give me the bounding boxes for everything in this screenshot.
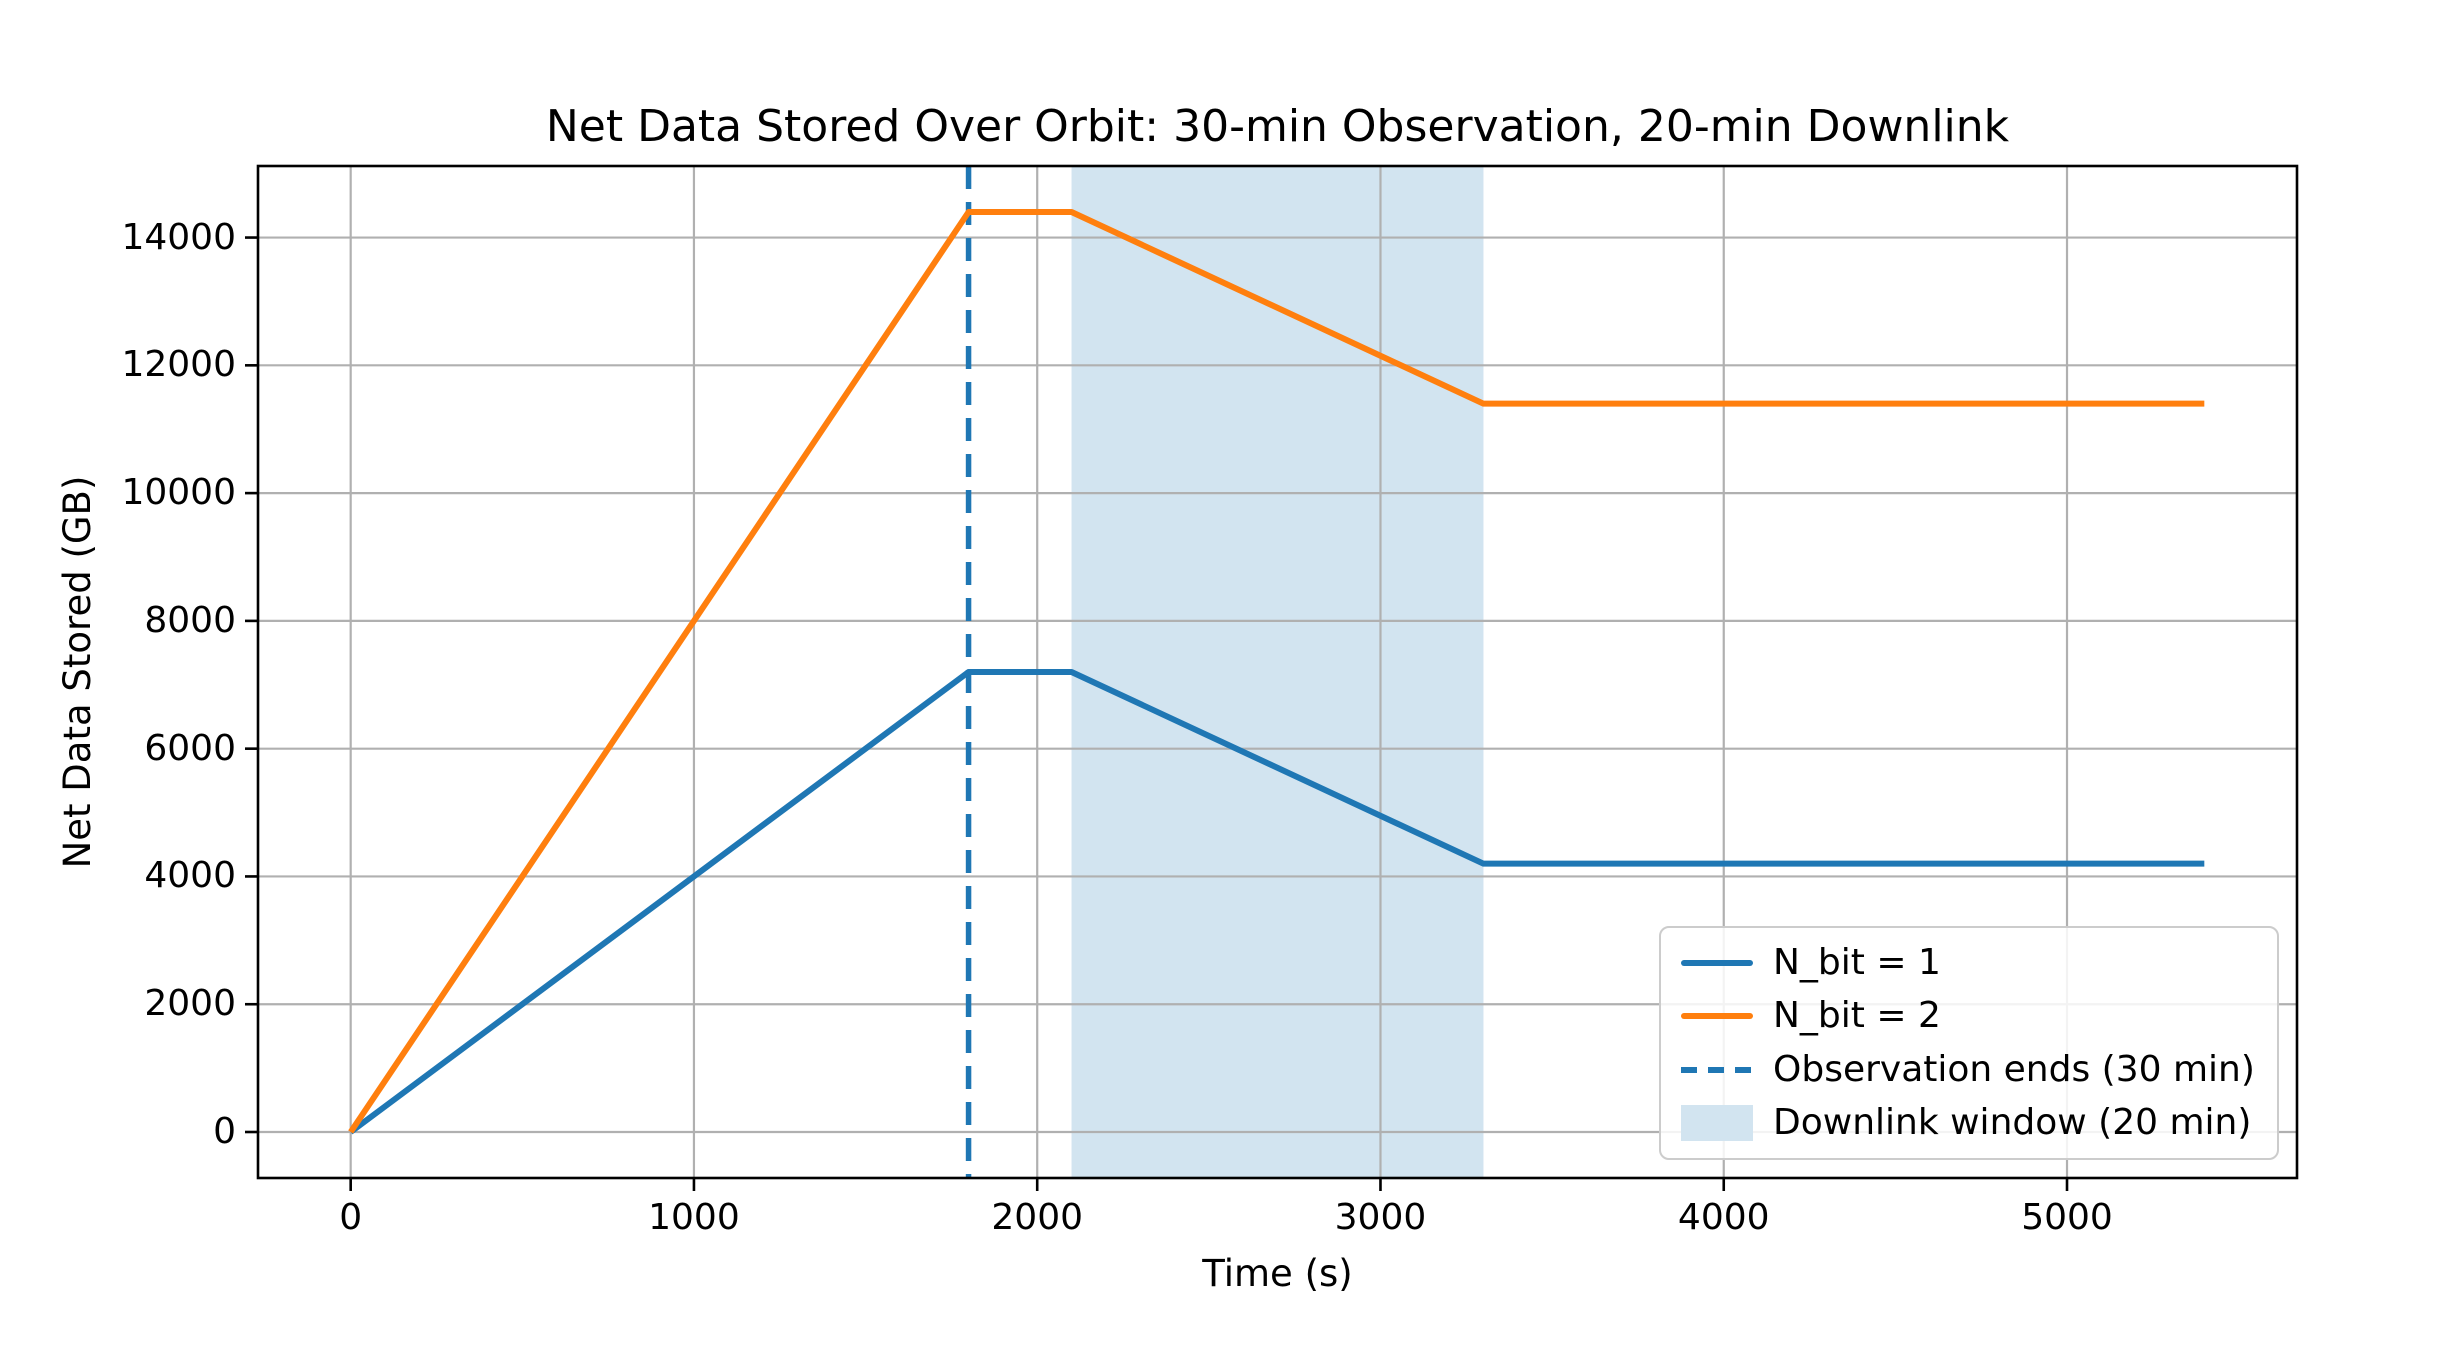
legend-item-label: Downlink window (20 min) [1773,1102,2252,1144]
axes-spines [256,164,2299,1180]
downlink-window-span [1071,166,1484,1178]
legend-item: Observation ends (30 min) [1681,1045,2267,1095]
series-line-2 [348,209,2205,1134]
chart-title: Net Data Stored Over Orbit: 30-min Obser… [545,101,2010,152]
series-line-1 [348,669,2205,1135]
legend-item-label: N_bit = 1 [1773,941,1941,983]
y-axis-label: Net Data Stored (GB) [56,475,99,869]
legend-item: N_bit = 1 [1681,938,2267,988]
legend-patch-sample-icon [1681,1105,1753,1142]
legend-item-label: Observation ends (30 min) [1773,1048,2255,1090]
x-axis-label: Time (s) [1202,1252,1353,1295]
legend-item: N_bit = 2 [1681,991,2267,1041]
legend-item: Downlink window (20 min) [1681,1098,2267,1148]
legend-line-sample-icon [1681,959,1753,966]
legend-dashed-line-sample-icon [1681,1066,1753,1073]
legend-line-sample-icon [1681,1013,1753,1020]
legend-item-label: N_bit = 2 [1773,995,1941,1037]
legend: N_bit = 1 N_bit = 2 Observation ends (30 m… [1659,926,2279,1160]
